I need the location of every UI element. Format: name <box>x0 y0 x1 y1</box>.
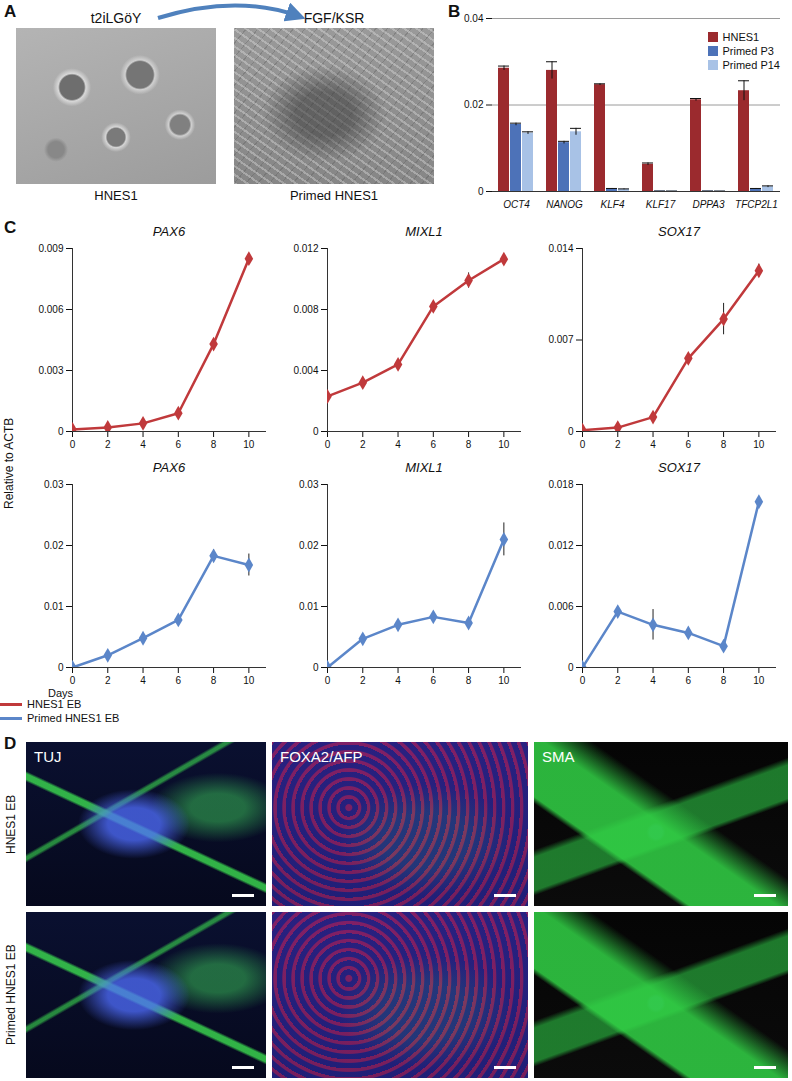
svg-text:0.014: 0.014 <box>548 243 573 254</box>
svg-text:0.012: 0.012 <box>548 540 573 551</box>
svg-text:KLF4: KLF4 <box>601 199 625 210</box>
svg-text:8: 8 <box>466 675 472 686</box>
html-text:t2iLGöY: t2iLGöY <box>90 10 142 26</box>
svg-text:10: 10 <box>498 439 510 450</box>
html-text:HNES1: HNES1 <box>94 188 138 203</box>
svg-text:0: 0 <box>325 439 331 450</box>
html-text:Primed HNES1: Primed HNES1 <box>289 188 379 203</box>
svg-text:0.03: 0.03 <box>44 479 64 490</box>
html-text:Primed HNES1 EB: Primed HNES1 EB <box>27 712 120 724</box>
svg-text:10: 10 <box>753 675 765 686</box>
svg-text:0.007: 0.007 <box>548 334 573 345</box>
svg-text:10: 10 <box>753 439 765 450</box>
svg-text:0.018: 0.018 <box>548 479 573 490</box>
svg-text:8: 8 <box>721 675 727 686</box>
html-text:SMA: SMA <box>542 748 575 765</box>
svg-text:2: 2 <box>615 439 621 450</box>
svg-text:0: 0 <box>580 439 586 450</box>
svg-text:2: 2 <box>105 675 111 686</box>
svg-text:0: 0 <box>325 675 331 686</box>
svg-text:0: 0 <box>313 662 319 673</box>
svg-text:6: 6 <box>176 675 182 686</box>
svg-text:2: 2 <box>360 439 366 450</box>
svg-text:OCT4: OCT4 <box>503 199 530 210</box>
svg-text:2: 2 <box>360 675 366 686</box>
svg-text:2: 2 <box>105 439 111 450</box>
svg-text:0: 0 <box>58 426 64 437</box>
svg-text:4: 4 <box>650 675 656 686</box>
svg-text:TFCP2L1: TFCP2L1 <box>735 199 778 210</box>
svg-text:0: 0 <box>478 186 484 197</box>
svg-text:8: 8 <box>211 439 217 450</box>
svg-text:6: 6 <box>431 675 437 686</box>
svg-text:0.02: 0.02 <box>299 540 319 551</box>
svg-text:0.012: 0.012 <box>293 243 318 254</box>
svg-text:0.04: 0.04 <box>464 13 484 24</box>
html-text:B: B <box>448 2 461 21</box>
svg-text:0: 0 <box>70 439 76 450</box>
svg-text:8: 8 <box>211 675 217 686</box>
svg-text:0.006: 0.006 <box>38 304 63 315</box>
svg-text:0.03: 0.03 <box>299 479 319 490</box>
html-text:PAX6: PAX6 <box>152 460 186 475</box>
svg-text:4: 4 <box>140 439 146 450</box>
html-text:SOX17: SOX17 <box>658 460 700 475</box>
svg-text:0: 0 <box>313 426 319 437</box>
svg-text:0.008: 0.008 <box>293 304 318 315</box>
svg-text:0.009: 0.009 <box>38 243 63 254</box>
svg-text:8: 8 <box>466 439 472 450</box>
svg-text:10: 10 <box>243 439 255 450</box>
svg-text:0: 0 <box>568 426 574 437</box>
svg-text:6: 6 <box>686 439 692 450</box>
svg-text:4: 4 <box>140 675 146 686</box>
svg-text:6: 6 <box>686 675 692 686</box>
html-text:Days: Days <box>48 687 74 699</box>
svg-text:0: 0 <box>58 662 64 673</box>
svg-text:6: 6 <box>176 439 182 450</box>
svg-text:0.02: 0.02 <box>464 99 484 110</box>
svg-text:10: 10 <box>243 675 255 686</box>
html-text:MIXL1: MIXL1 <box>405 224 443 239</box>
html-text:SOX17: SOX17 <box>658 224 700 239</box>
html-text:Primed P3: Primed P3 <box>722 45 774 57</box>
html-text:Primed HNES1 EB: Primed HNES1 EB <box>4 944 18 1046</box>
html-text:A: A <box>4 2 17 21</box>
html-text:HNES1 EB: HNES1 EB <box>27 698 82 710</box>
html-text:PAX6: PAX6 <box>152 224 186 239</box>
svg-text:10: 10 <box>498 675 510 686</box>
svg-text:0: 0 <box>568 662 574 673</box>
html-text:FGF/KSR: FGF/KSR <box>303 10 365 26</box>
html-text:D: D <box>4 734 17 753</box>
svg-text:0.006: 0.006 <box>548 601 573 612</box>
html-text:Relative to ACTB: Relative to ACTB <box>2 417 16 510</box>
svg-text:0.01: 0.01 <box>299 601 319 612</box>
svg-text:4: 4 <box>395 439 401 450</box>
svg-text:0: 0 <box>580 675 586 686</box>
html-text:HNES1 EB: HNES1 EB <box>4 794 18 854</box>
svg-text:0: 0 <box>70 675 76 686</box>
html-text:MIXL1: MIXL1 <box>405 460 443 475</box>
html-text:TUJ: TUJ <box>34 748 62 765</box>
svg-text:0.01: 0.01 <box>44 601 64 612</box>
html-text:Primed P14: Primed P14 <box>722 59 780 71</box>
svg-text:4: 4 <box>650 439 656 450</box>
html-text:HNES1: HNES1 <box>722 31 760 43</box>
svg-text:0.004: 0.004 <box>293 365 318 376</box>
svg-text:DPPA3: DPPA3 <box>692 199 724 210</box>
svg-text:NANOG: NANOG <box>546 199 583 210</box>
html-text:FOXA2/AFP: FOXA2/AFP <box>280 748 363 765</box>
svg-text:2: 2 <box>615 675 621 686</box>
svg-text:0.02: 0.02 <box>44 540 64 551</box>
svg-text:4: 4 <box>395 675 401 686</box>
svg-text:KLF17: KLF17 <box>646 199 676 210</box>
svg-text:8: 8 <box>721 439 727 450</box>
svg-text:6: 6 <box>431 439 437 450</box>
html-text:C: C <box>4 218 17 237</box>
svg-text:0.003: 0.003 <box>38 365 63 376</box>
